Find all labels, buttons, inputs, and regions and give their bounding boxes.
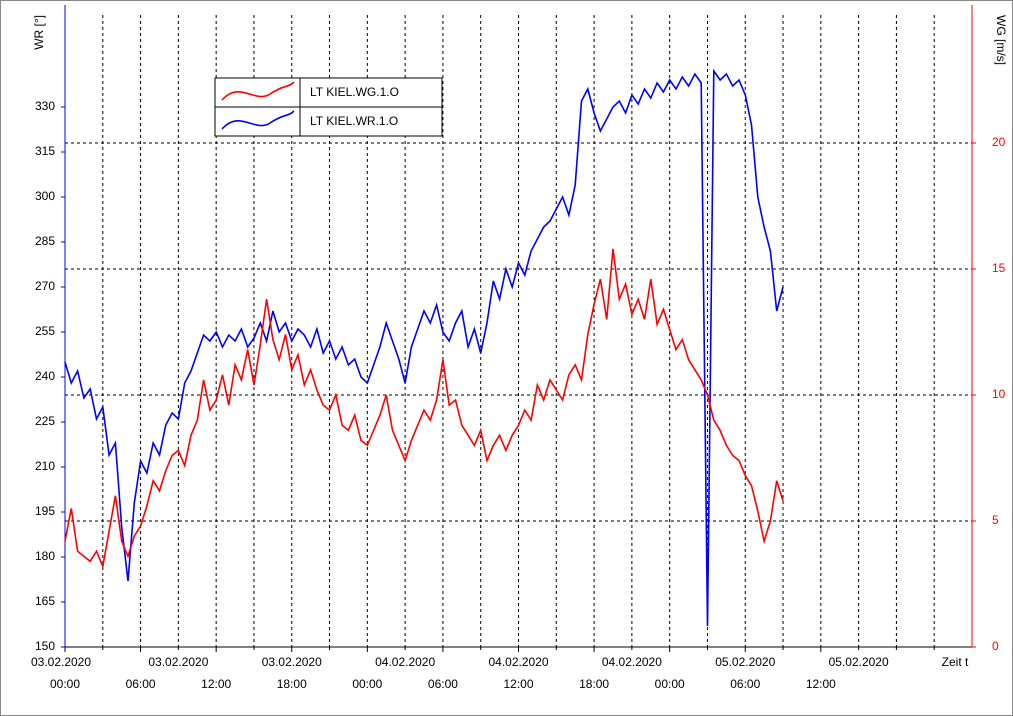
- x-date-label: 03.02.2020: [262, 655, 322, 669]
- x-tick-label: 00:00: [50, 677, 80, 691]
- x-date-label: 03.02.2020: [31, 655, 91, 669]
- x-date-label: 04.02.2020: [602, 655, 662, 669]
- y-tick-label: 195: [35, 504, 55, 518]
- x-tick-label: 12:00: [806, 677, 836, 691]
- x-tick-label: 12:00: [503, 677, 533, 691]
- legend-label: LT KIEL.WR.1.O: [310, 114, 398, 128]
- y-tick-label: 180: [35, 549, 55, 563]
- y-tick-label: 315: [35, 144, 55, 158]
- y2-tick-label: 5: [992, 513, 999, 527]
- x-tick-label: 18:00: [277, 677, 307, 691]
- y-tick-label: 330: [35, 99, 55, 113]
- legend-swatch: [221, 81, 295, 101]
- y-tick-label: 285: [35, 234, 55, 248]
- x-tick-label: 06:00: [126, 677, 156, 691]
- series-line: [64, 248, 784, 570]
- legend-label: LT KIEL.WG.1.O: [310, 85, 399, 99]
- y-tick-label: 240: [35, 369, 55, 383]
- x-tick-label: 00:00: [655, 677, 685, 691]
- y2-tick-label: 15: [992, 261, 1006, 275]
- x-date-label: 03.02.2020: [148, 655, 208, 669]
- x-tick-label: 18:00: [579, 677, 609, 691]
- y-tick-label: 225: [35, 414, 55, 428]
- y2-tick-label: 20: [992, 135, 1006, 149]
- x-date-label: 04.02.2020: [375, 655, 435, 669]
- y-title: WR [°]: [32, 15, 46, 50]
- y2-tick-label: 0: [992, 639, 999, 653]
- legend: LT KIEL.WG.1.O LT KIEL.WR.1.O: [214, 77, 443, 137]
- x-tick-label: 06:00: [730, 677, 760, 691]
- x-date-label: 05.02.2020: [829, 655, 889, 669]
- y-tick-label: 270: [35, 279, 55, 293]
- x-date-label: 04.02.2020: [488, 655, 548, 669]
- y2-tick-label: 10: [992, 387, 1006, 401]
- y-tick-label: 255: [35, 324, 55, 338]
- legend-swatch: [221, 110, 295, 130]
- x-tick-label: 06:00: [428, 677, 458, 691]
- x-date-label: 05.02.2020: [715, 655, 775, 669]
- y-tick-label: 165: [35, 594, 55, 608]
- y-tick-label: 210: [35, 459, 55, 473]
- x-tick-label: 00:00: [352, 677, 382, 691]
- y-tick-label: 150: [35, 639, 55, 653]
- series-line: [64, 68, 784, 627]
- x-tick-label: 12:00: [201, 677, 231, 691]
- y2-title: WG [m/s]: [994, 15, 1008, 65]
- x-title: Zeit t: [942, 655, 969, 669]
- y-tick-label: 300: [35, 189, 55, 203]
